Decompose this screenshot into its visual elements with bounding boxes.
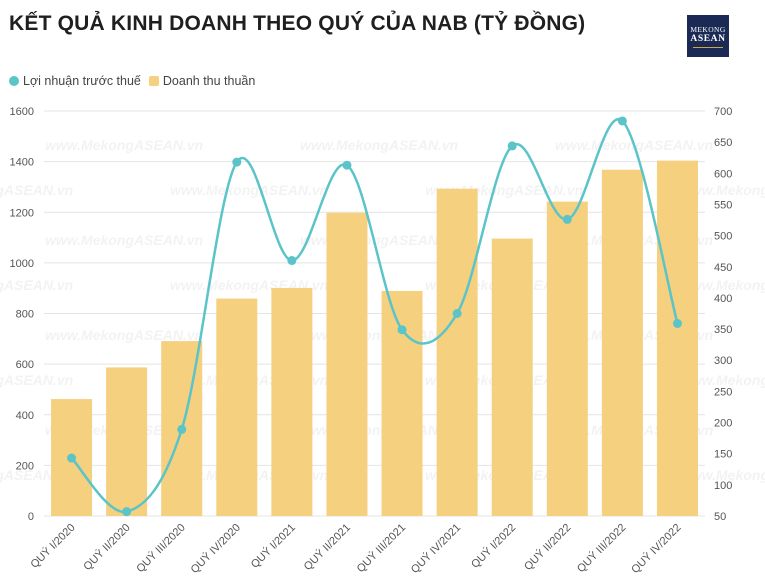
y-left-tick-label: 800 — [16, 309, 34, 321]
logo-text-top: MEKONG — [690, 25, 726, 34]
revenue-bar — [601, 169, 643, 516]
legend-item-revenue[interactable]: Doanh thu thuần — [148, 74, 256, 88]
profit-point — [397, 325, 407, 335]
logo-text-bottom: ASEAN — [690, 34, 726, 44]
y-left-tick-label: 400 — [16, 410, 34, 422]
y-left-tick-label: 0 — [28, 511, 34, 523]
legend-swatch-revenue — [148, 76, 159, 86]
legend-item-profit[interactable]: Lợi nhuận trước thuế — [9, 74, 141, 88]
revenue-bar — [216, 298, 258, 516]
x-tick-label: QUÝ I/2021 — [248, 521, 298, 571]
x-tick-label: QUÝ I/2020 — [28, 521, 78, 571]
y-right-tick-label: 400 — [714, 293, 732, 305]
watermark-text: www.MekongASEAN.vn — [0, 182, 73, 198]
watermark-text: www.MekongASEAN.vn — [45, 232, 203, 248]
logo-rule — [693, 47, 723, 48]
revenue-bar — [381, 290, 423, 516]
y-right-tick-label: 450 — [714, 262, 732, 274]
profit-point — [177, 424, 187, 434]
legend-swatch-profit — [9, 76, 19, 86]
revenue-bar — [656, 160, 698, 517]
watermark-text: www.MekongASEAN.vn — [300, 422, 458, 438]
mekong-asean-logo: MEKONG ASEAN — [687, 15, 729, 57]
y-axis-right: 50 100 150 200 250 300 350 400 450 500 550 600 650 70… — [714, 106, 732, 523]
x-tick-label: QUÝ II/2022 — [521, 521, 573, 573]
profit-line — [67, 116, 682, 517]
y-left-tick-label: 1000 — [10, 258, 34, 270]
watermark-text: www.MekongASEAN.vn — [680, 277, 765, 293]
watermark-text: www.MekongASEAN.vn — [680, 182, 765, 198]
chart-legend: Lợi nhuận trước thuế Doanh thu thuần — [9, 74, 263, 88]
y-left-tick-label: 1600 — [10, 106, 34, 118]
profit-point — [507, 141, 517, 151]
revenue-bar — [546, 201, 588, 516]
profit-point — [617, 116, 627, 126]
x-tick-label: QUÝ I/2022 — [468, 521, 518, 571]
y-right-tick-label: 250 — [714, 386, 732, 398]
y-right-tick-label: 200 — [714, 418, 732, 430]
y-left-tick-label: 200 — [16, 460, 34, 472]
profit-line-path — [70, 117, 679, 513]
watermark-text: www.MekongASEAN.vn — [45, 137, 203, 153]
x-tick-label: QUÝ IV/2022 — [629, 521, 684, 576]
watermark-text: www.MekongASEAN.vn — [300, 137, 458, 153]
revenue-bar — [106, 367, 148, 516]
watermark-text: www.MekongASEAN.vn — [300, 232, 458, 248]
watermark-text: www.MekongASEAN.vn — [45, 327, 203, 343]
y-right-tick-label: 150 — [714, 449, 732, 461]
y-left-tick-label: 1400 — [10, 157, 34, 169]
revenue-bar — [491, 238, 533, 516]
y-right-tick-label: 100 — [714, 480, 732, 492]
y-right-tick-label: 300 — [714, 355, 732, 367]
y-right-tick-label: 500 — [714, 231, 732, 243]
profit-point — [67, 453, 77, 463]
profit-point — [672, 318, 682, 328]
legend-label-profit: Lợi nhuận trước thuế — [23, 74, 141, 88]
profit-point — [342, 160, 352, 170]
revenue-bar — [326, 212, 368, 516]
y-axis-left: 0 200 400 600 800 1000 1200 1400 1600 — [10, 106, 34, 523]
profit-point — [122, 507, 132, 517]
revenue-bar — [271, 287, 313, 516]
watermark-text: www.MekongASEAN.vn — [170, 182, 328, 198]
y-right-tick-label: 700 — [714, 106, 732, 118]
revenue-bars — [51, 160, 698, 517]
profit-point — [452, 309, 462, 318]
legend-label-revenue: Doanh thu thuần — [162, 74, 256, 88]
x-tick-label: QUÝ III/2021 — [354, 521, 408, 575]
watermark-text: www.MekongASEAN.vn — [0, 372, 73, 388]
x-tick-label: QUÝ II/2021 — [301, 521, 353, 573]
profit-point — [562, 214, 572, 224]
y-left-tick-label: 600 — [16, 359, 34, 371]
y-right-tick-label: 550 — [714, 199, 732, 211]
watermark-text: www.MekongASEAN.vn — [680, 467, 765, 483]
revenue-bar — [436, 188, 478, 516]
profit-point — [232, 157, 242, 167]
y-right-tick-label: 600 — [714, 168, 732, 180]
x-tick-label: QUÝ IV/2021 — [408, 521, 463, 576]
x-tick-label: QUÝ IV/2020 — [188, 521, 243, 576]
chart-title: KẾT QUẢ KINH DOANH THEO QUÝ CỦA NAB (TỶ … — [9, 12, 586, 35]
x-tick-label: QUÝ II/2020 — [81, 521, 133, 573]
x-axis-labels: QUÝ I/2020 QUÝ II/2020 QUÝ III/2020 QUÝ IV/… — [28, 521, 684, 576]
profit-point — [287, 256, 297, 266]
watermark-text: www.MekongASEAN.vn — [0, 277, 73, 293]
y-right-tick-label: 650 — [714, 137, 732, 149]
x-tick-label: QUÝ III/2022 — [574, 521, 628, 575]
y-right-tick-label: 350 — [714, 324, 732, 336]
watermark-text: www.MekongASEAN.vn — [680, 372, 765, 388]
y-left-tick-label: 1200 — [10, 207, 34, 219]
x-tick-label: QUÝ III/2020 — [134, 521, 188, 575]
y-right-tick-label: 50 — [714, 511, 726, 523]
